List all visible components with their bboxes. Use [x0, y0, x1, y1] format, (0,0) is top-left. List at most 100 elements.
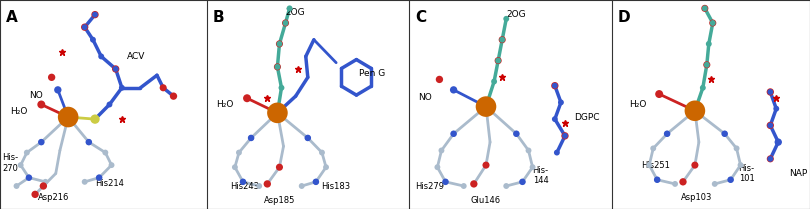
Point	[676, 180, 689, 184]
Text: ACV: ACV	[127, 52, 146, 61]
Point	[115, 86, 128, 89]
Point	[551, 151, 564, 154]
Point	[646, 147, 659, 150]
Point	[480, 163, 492, 167]
Point	[271, 111, 284, 115]
Point	[516, 180, 529, 184]
Point	[439, 180, 452, 184]
Point	[492, 59, 505, 62]
Point	[661, 132, 674, 135]
Point	[284, 7, 296, 10]
Point	[241, 97, 254, 100]
Point	[92, 176, 105, 179]
Point	[301, 136, 314, 140]
Point	[279, 21, 292, 25]
Point	[35, 103, 48, 106]
Point	[772, 140, 785, 144]
Point	[88, 13, 101, 16]
Point	[83, 140, 96, 144]
Point	[309, 180, 322, 184]
Point	[708, 182, 721, 186]
Point	[457, 184, 470, 188]
Point	[62, 115, 75, 119]
Point	[764, 124, 777, 127]
Point	[492, 59, 505, 62]
Point	[10, 184, 23, 188]
Point	[668, 182, 681, 186]
Text: C: C	[415, 10, 426, 25]
Point	[156, 86, 169, 89]
Point	[701, 63, 714, 66]
Point	[439, 180, 452, 184]
Text: NAP: NAP	[789, 169, 808, 178]
Text: Asp216: Asp216	[38, 193, 70, 202]
Text: B: B	[212, 10, 224, 25]
Point	[309, 180, 322, 184]
Point	[496, 38, 509, 41]
Point	[510, 132, 523, 135]
Point	[62, 115, 75, 119]
Point	[273, 42, 286, 46]
Point	[253, 184, 266, 188]
Point	[643, 163, 656, 167]
Text: H₂O: H₂O	[216, 100, 233, 109]
Point	[548, 84, 561, 87]
Point	[245, 136, 258, 140]
Point	[706, 21, 719, 25]
Point	[109, 67, 122, 71]
Text: His-
144: His- 144	[533, 166, 548, 185]
Text: His279: His279	[415, 181, 444, 191]
Point	[516, 180, 529, 184]
Point	[480, 105, 492, 108]
Point	[83, 140, 96, 144]
Point	[62, 115, 75, 119]
Point	[431, 166, 444, 169]
Point	[653, 92, 666, 96]
Point	[488, 80, 501, 83]
Point	[103, 103, 116, 106]
Point	[79, 25, 92, 29]
Point	[273, 42, 286, 46]
Point	[316, 151, 329, 154]
Point	[558, 134, 571, 138]
Point	[99, 151, 112, 154]
Point	[500, 184, 513, 188]
Text: Asp185: Asp185	[264, 196, 295, 205]
Point	[28, 193, 41, 196]
Point	[45, 76, 58, 79]
Point	[764, 157, 777, 161]
Point	[447, 132, 460, 135]
Point	[480, 105, 492, 108]
Text: A: A	[6, 10, 18, 25]
Point	[319, 166, 332, 169]
Point	[650, 178, 663, 181]
Point	[554, 101, 567, 104]
Point	[724, 178, 737, 181]
Point	[718, 132, 731, 135]
Point	[697, 86, 710, 89]
Point	[35, 140, 48, 144]
Point	[295, 184, 308, 188]
Text: D: D	[617, 10, 630, 25]
Point	[433, 78, 446, 81]
Point	[105, 163, 118, 167]
Point	[650, 178, 663, 181]
Point	[87, 38, 100, 41]
Point	[261, 182, 274, 186]
Point	[271, 111, 284, 115]
Point	[435, 149, 448, 152]
Point	[701, 63, 714, 66]
Text: H₂O: H₂O	[10, 107, 28, 116]
Point	[232, 151, 245, 154]
Text: Glu146: Glu146	[471, 196, 501, 205]
Point	[279, 21, 292, 25]
Text: NO: NO	[29, 90, 43, 100]
Point	[95, 55, 108, 58]
Point	[88, 13, 101, 16]
Point	[23, 176, 36, 179]
Point	[548, 117, 561, 121]
Point	[467, 182, 480, 186]
Point	[496, 38, 509, 41]
Point	[228, 166, 241, 169]
Point	[271, 111, 284, 115]
